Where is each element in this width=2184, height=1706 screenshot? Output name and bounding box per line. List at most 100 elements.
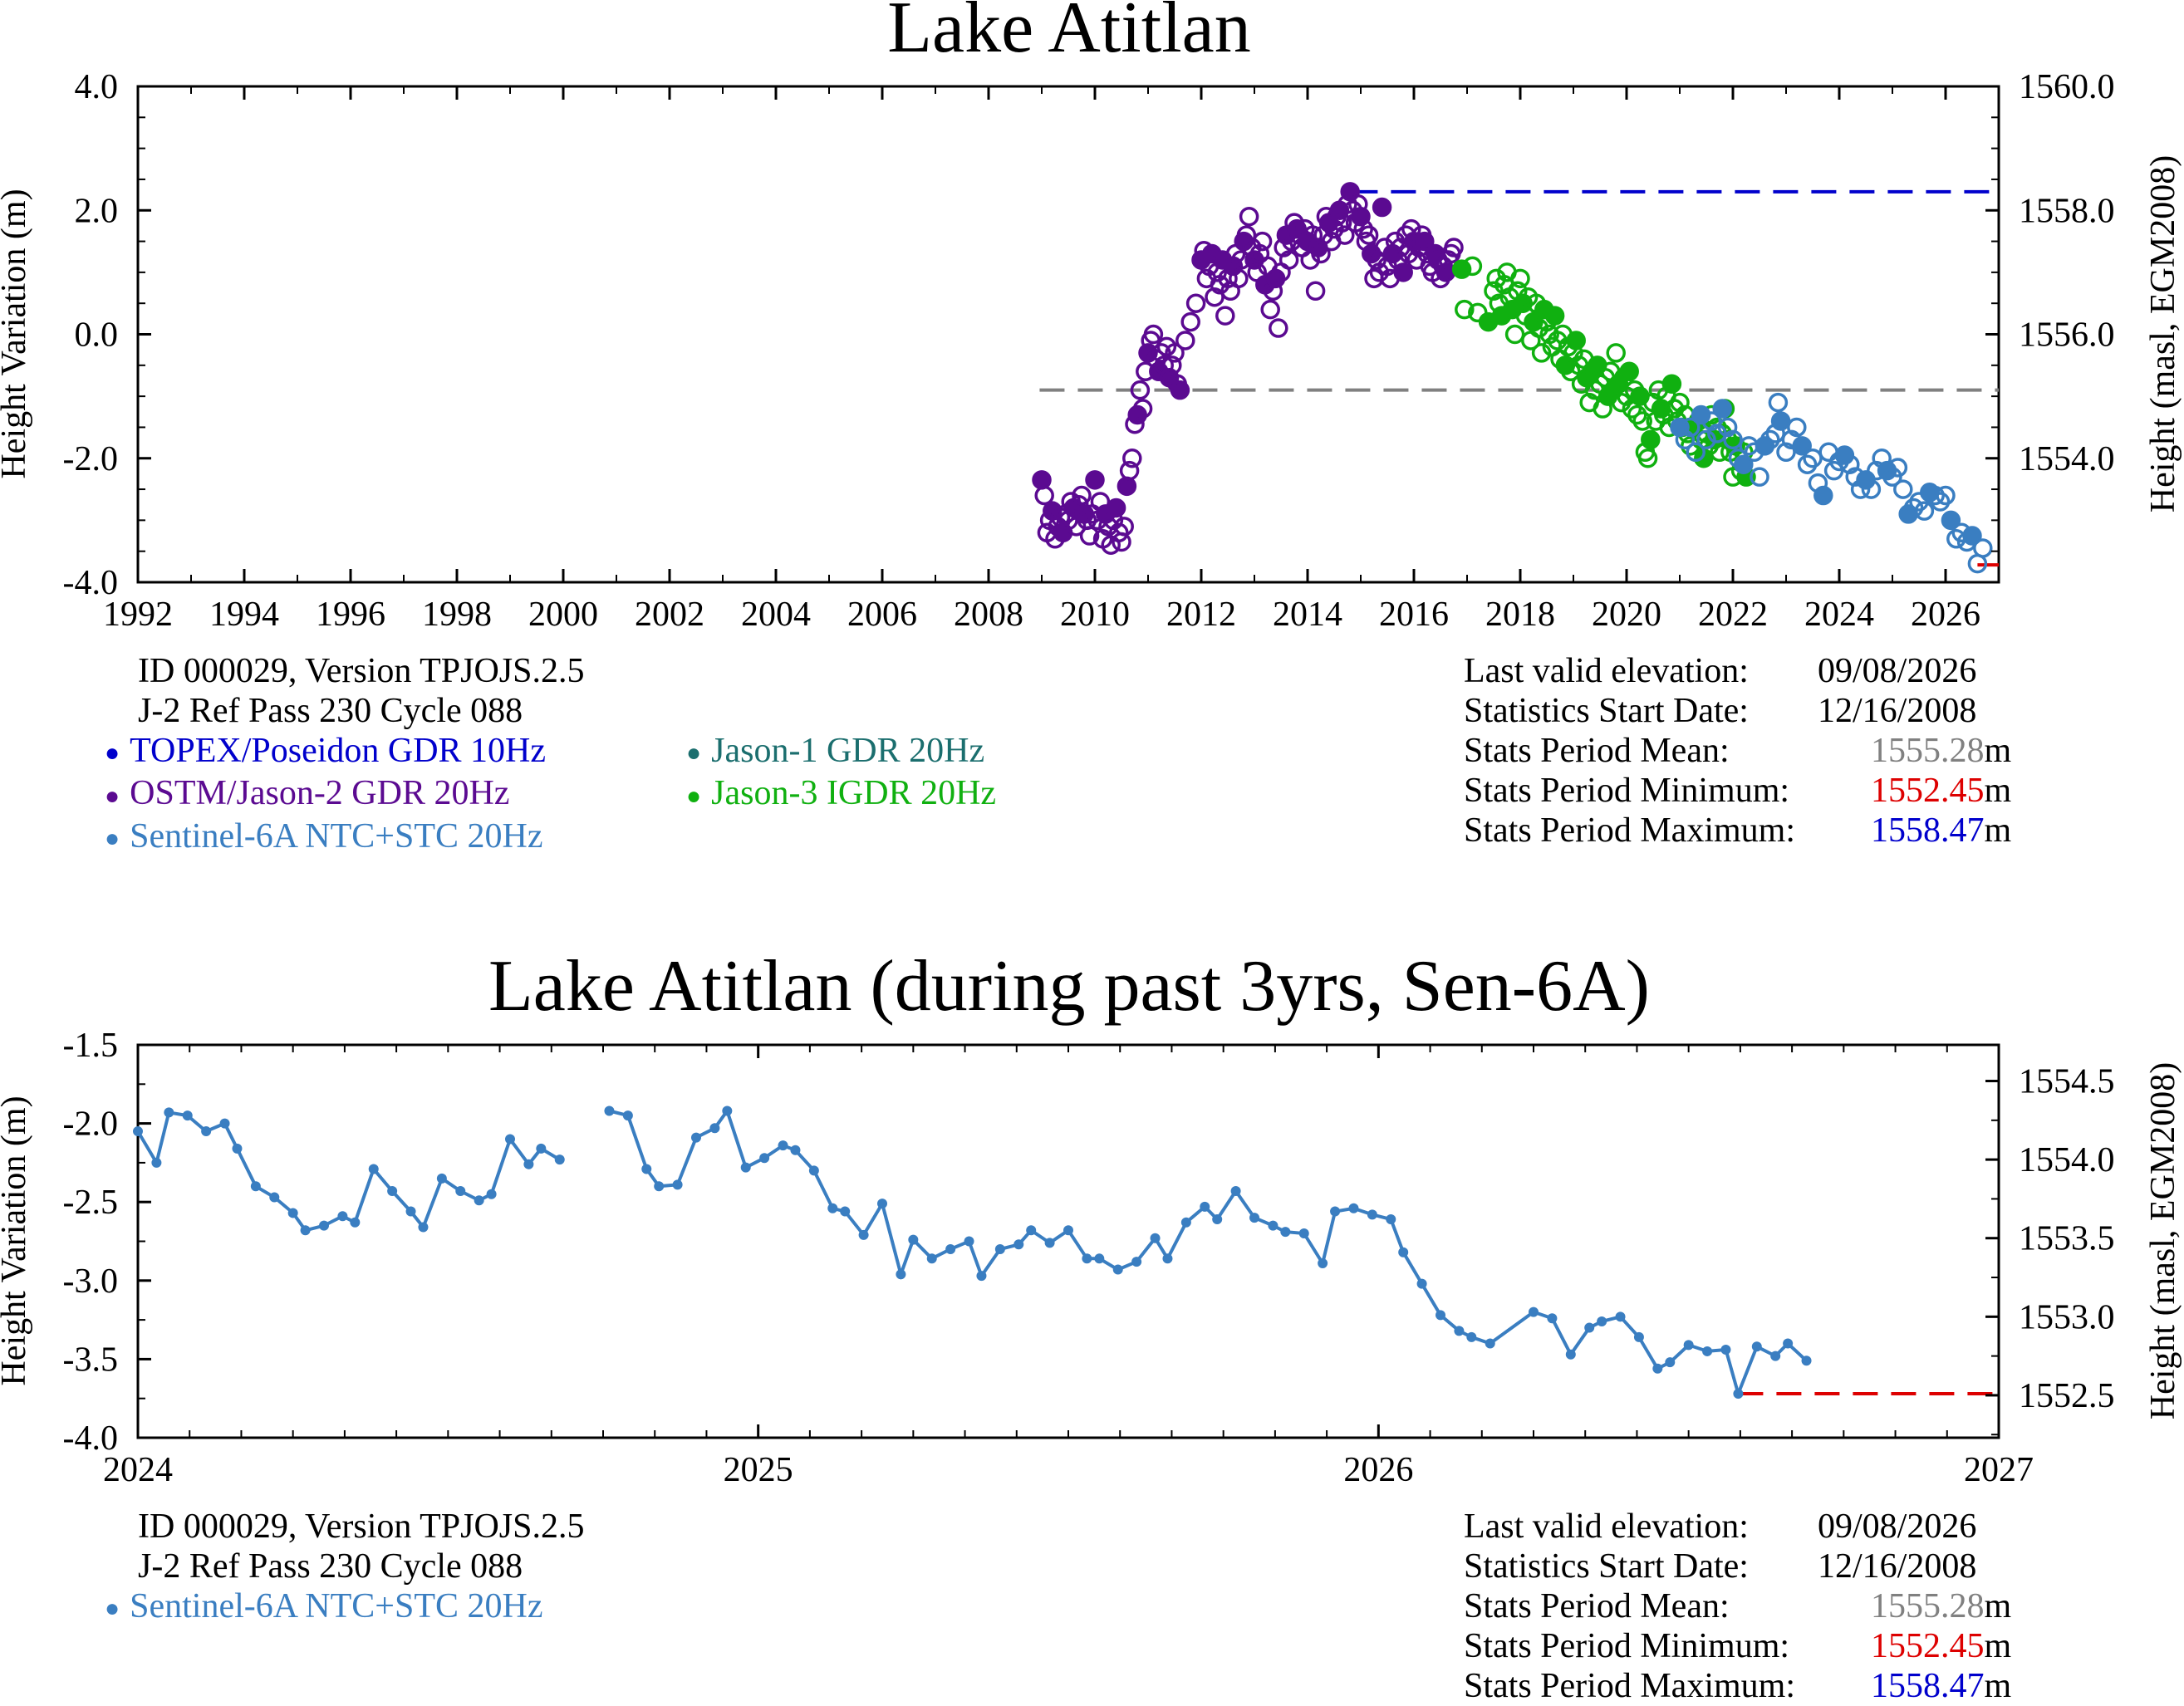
top-point-jason2 bbox=[1106, 498, 1126, 518]
bottom-point bbox=[1597, 1316, 1607, 1326]
bottom-point bbox=[1783, 1338, 1794, 1349]
top-point-jason2 bbox=[1358, 225, 1379, 245]
stat-value-min: 1552.45 bbox=[1871, 772, 1985, 810]
b-stat-unit-max: m bbox=[1984, 1667, 2012, 1705]
bottom-point bbox=[133, 1126, 143, 1137]
b-stat-label-start: Statistics Start Date: bbox=[1464, 1547, 1749, 1586]
bottom-point bbox=[1801, 1355, 1812, 1366]
b-stat-label-last-valid: Last valid elevation: bbox=[1464, 1507, 1749, 1546]
top-info-pass: J-2 Ref Pass 230 Cycle 088 bbox=[138, 692, 523, 730]
top-point-sentinel bbox=[1882, 467, 1902, 487]
legend-label-jason2: OSTM/Jason-2 GDR 20Hz bbox=[130, 774, 510, 813]
top-point-jason2 bbox=[1305, 281, 1326, 301]
b-stat-row-mean: Stats Period Mean: 1555.28m bbox=[1464, 1586, 2045, 1626]
top-point-jason2 bbox=[1215, 306, 1235, 326]
top-point-sentinel bbox=[1973, 538, 1993, 558]
b-stat-value-mean-wrap: 1555.28m bbox=[1871, 1586, 2011, 1626]
top-point-sentinel bbox=[1813, 485, 1833, 506]
bottom-point bbox=[877, 1199, 887, 1209]
top-point-sentinel bbox=[1750, 467, 1769, 487]
top-y2-tick-label: 1554.0 bbox=[2019, 440, 2115, 478]
bottom-point bbox=[219, 1118, 230, 1129]
bottom-point bbox=[1200, 1201, 1210, 1212]
bottom-point bbox=[1751, 1341, 1762, 1352]
top-point-jason3 bbox=[1637, 449, 1658, 468]
bottom-point bbox=[808, 1165, 819, 1176]
b-stat-row-max: Stats Period Maximum: 1558.47m bbox=[1464, 1666, 2045, 1706]
top-point-jason3 bbox=[1619, 361, 1639, 382]
b-stat-row-last-valid: Last valid elevation: 09/08/2026 bbox=[1464, 1507, 2045, 1547]
bottom-point bbox=[641, 1164, 652, 1174]
bottom-point bbox=[604, 1105, 615, 1116]
bottom-point bbox=[554, 1154, 565, 1165]
bottom-point bbox=[926, 1253, 937, 1264]
bottom-x-tick-label: 2027 bbox=[1964, 1451, 2034, 1489]
bottom-point bbox=[1318, 1257, 1328, 1268]
stat-label-min: Stats Period Minimum: bbox=[1464, 772, 1790, 810]
bottom-ylabel-left: Height Variation (m) bbox=[0, 1096, 33, 1385]
stat-row-min: Stats Period Minimum: 1552.45m bbox=[1464, 771, 2045, 811]
bottom-point bbox=[654, 1181, 665, 1192]
top-point-sentinel bbox=[1686, 442, 1705, 463]
stat-label-max: Stats Period Maximum: bbox=[1464, 811, 1795, 850]
bottom-point bbox=[1013, 1239, 1024, 1250]
bottom-x-tick-label: 2025 bbox=[724, 1451, 793, 1489]
bottom-point bbox=[505, 1134, 515, 1145]
legend-dot-jason2: ● bbox=[105, 782, 120, 810]
top-point-jason2 bbox=[1170, 380, 1190, 400]
bottom-point bbox=[1230, 1185, 1241, 1196]
bottom-point bbox=[1436, 1310, 1445, 1321]
bottom-point bbox=[1063, 1225, 1073, 1236]
bottom-point bbox=[1398, 1247, 1409, 1257]
top-point-jason2 bbox=[1205, 287, 1225, 307]
b-stat-label-max: Stats Period Maximum: bbox=[1464, 1667, 1795, 1705]
top-x-tick-label: 2006 bbox=[847, 596, 917, 634]
bottom-y-tick-label: -2.0 bbox=[63, 1105, 119, 1144]
top-point-sentinel bbox=[1701, 411, 1722, 431]
bottom-y-tick-label: -1.5 bbox=[63, 1027, 119, 1065]
bottom-info-id: ID 000029, Version TPJOJS.2.5 bbox=[138, 1507, 585, 1546]
legend-item-jason2: ● OSTM/Jason-2 GDR 20Hz bbox=[105, 773, 546, 816]
top-x-tick-label: 2014 bbox=[1273, 596, 1342, 634]
bottom-point bbox=[151, 1157, 162, 1168]
top-x-tick-label: 2020 bbox=[1592, 596, 1661, 634]
top-point-jason2 bbox=[1239, 206, 1259, 227]
bottom-point bbox=[1026, 1225, 1037, 1236]
legend-dot-jason3: ● bbox=[686, 782, 702, 810]
stat-label-mean: Stats Period Mean: bbox=[1464, 732, 1730, 770]
top-x-tick-label: 1998 bbox=[422, 596, 492, 634]
stat-value-last-valid: 09/08/2026 bbox=[1818, 652, 1977, 690]
top-y-tick-label: 0.0 bbox=[75, 316, 119, 355]
bottom-point bbox=[1298, 1228, 1309, 1239]
bottom-point bbox=[287, 1208, 298, 1218]
bottom-point bbox=[1150, 1233, 1161, 1243]
bottom-point bbox=[1094, 1253, 1105, 1264]
bottom-legend-label-sentinel: Sentinel-6A NTC+STC 20Hz bbox=[130, 1587, 543, 1625]
bottom-point bbox=[1162, 1253, 1173, 1264]
stat-value-mean: 1555.28 bbox=[1871, 732, 1985, 770]
top-chart-title: Lake Atitlan bbox=[887, 0, 1250, 68]
bottom-legend-dot-sentinel: ● bbox=[105, 1595, 120, 1623]
legend-label-topex: TOPEX/Poseidon GDR 10Hz bbox=[130, 732, 547, 770]
top-point-jason2 bbox=[1132, 399, 1153, 419]
top-point-sentinel bbox=[1941, 510, 1961, 531]
legend-item-jason1: ● Jason-1 GDR 20Hz bbox=[686, 731, 996, 773]
top-point-sentinel bbox=[1712, 399, 1732, 419]
b-stat-unit-min: m bbox=[1984, 1627, 2012, 1665]
legend-label-sentinel: Sentinel-6A NTC+STC 20Hz bbox=[130, 816, 543, 855]
bottom-point bbox=[1466, 1331, 1477, 1342]
bottom-point bbox=[790, 1145, 801, 1155]
top-x-tick-label: 2022 bbox=[1698, 596, 1768, 634]
bottom-point bbox=[319, 1220, 329, 1231]
bottom-point bbox=[1733, 1389, 1744, 1400]
top-point-jason2 bbox=[1236, 225, 1257, 245]
bottom-y2-tick-label: 1553.0 bbox=[2019, 1298, 2115, 1336]
bottom-point bbox=[201, 1126, 212, 1137]
bottom-y2-tick-label: 1552.5 bbox=[2019, 1377, 2115, 1415]
legend-dot-topex: ● bbox=[105, 739, 120, 767]
bottom-point bbox=[1652, 1363, 1663, 1374]
top-y-tick-label: -4.0 bbox=[63, 564, 119, 602]
top-x-tick-label: 2018 bbox=[1485, 596, 1555, 634]
top-x-tick-label: 1992 bbox=[103, 596, 173, 634]
